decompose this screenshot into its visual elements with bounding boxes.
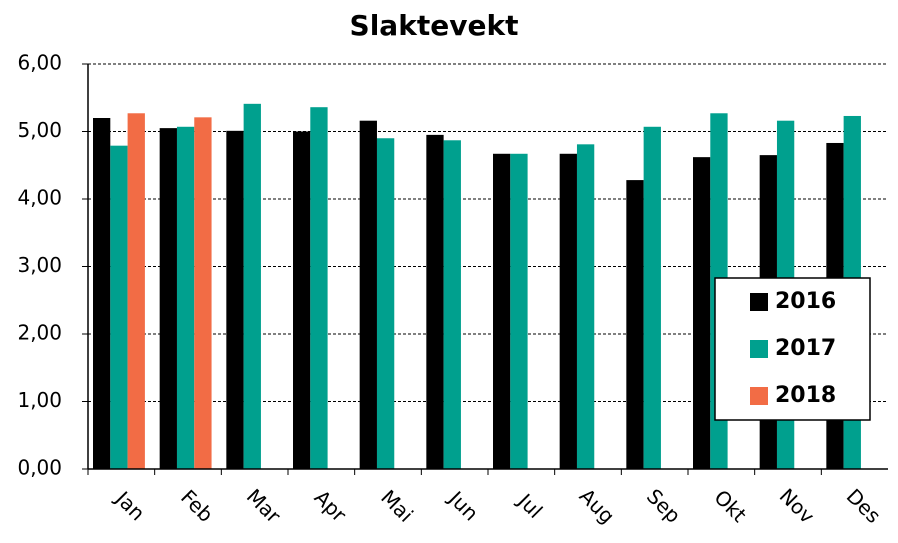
legend-swatch (750, 293, 768, 311)
y-tick-label: 5,00 (17, 118, 62, 142)
y-tick-label: 3,00 (17, 253, 62, 277)
bar (176, 126, 195, 470)
bar (426, 134, 444, 469)
x-tick-label: Okt (709, 485, 751, 527)
x-tick-label: Des (842, 484, 886, 528)
chart-title: Slaktevekt (350, 9, 519, 42)
x-tick-label: Mai (376, 485, 418, 527)
y-tick-label: 2,00 (17, 321, 62, 345)
legend-label: 2018 (775, 383, 836, 408)
bar (443, 140, 461, 469)
bar (243, 103, 261, 469)
bar (693, 157, 711, 469)
bar (194, 117, 212, 469)
y-tick-label: 6,00 (17, 51, 62, 75)
bar (376, 138, 395, 469)
bar (310, 107, 328, 469)
legend-box (714, 277, 871, 421)
x-tick-label: Jan (110, 485, 150, 525)
y-tick-label: 1,00 (17, 388, 62, 412)
x-tick-label: Feb (176, 485, 218, 527)
bar (159, 128, 177, 469)
bar (93, 118, 111, 469)
x-tick-label: Nov (775, 484, 820, 529)
x-tick-label: Sep (642, 484, 686, 528)
y-tick-label: 4,00 (17, 186, 62, 210)
x-tick-label: Jul (512, 488, 547, 523)
bar (226, 130, 244, 469)
bar (359, 120, 377, 469)
bar (559, 153, 577, 469)
bar (127, 113, 145, 470)
legend-label: 2016 (775, 289, 836, 314)
legend-swatch (750, 340, 768, 358)
legend-swatch (750, 387, 768, 405)
bar (293, 131, 311, 469)
bar (510, 153, 528, 469)
legend-label: 2017 (775, 336, 836, 361)
bar (110, 145, 128, 470)
x-tick-label: Jun (443, 485, 483, 525)
x-tick-label: Apr (310, 485, 352, 527)
y-tick-label: 0,00 (17, 456, 62, 480)
x-tick-label: Mar (242, 484, 286, 528)
bar (493, 153, 511, 469)
bar (626, 180, 644, 469)
bar (576, 144, 595, 469)
bar (643, 126, 661, 470)
x-tick-label: Aug (575, 484, 620, 529)
